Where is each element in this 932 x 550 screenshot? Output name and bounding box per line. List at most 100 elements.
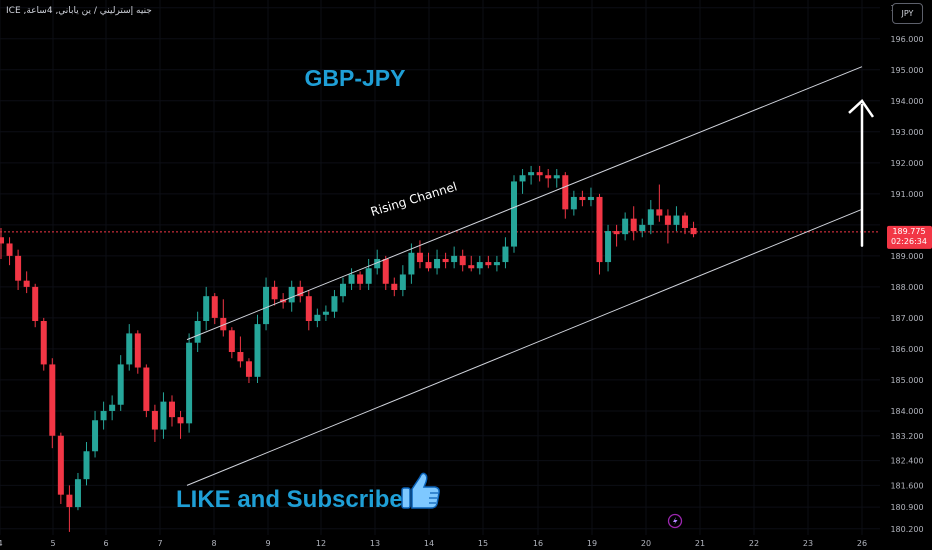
candle	[493, 255, 500, 272]
chart-title: GBP-JPY	[305, 65, 406, 91]
candle-body	[519, 175, 526, 182]
candle-body	[297, 286, 304, 297]
candle-body	[374, 258, 381, 269]
candle	[434, 249, 441, 275]
candle	[314, 308, 321, 328]
candle	[630, 206, 637, 241]
candle-body	[451, 255, 458, 263]
time-tick-label: 6	[103, 539, 108, 548]
candle	[562, 172, 569, 219]
candle	[237, 336, 244, 368]
candle-body	[109, 404, 116, 411]
candle-body	[220, 317, 227, 331]
candle-body	[511, 181, 517, 247]
candle	[228, 327, 235, 359]
candle	[425, 252, 432, 272]
candle-body	[493, 262, 500, 266]
candle	[177, 410, 184, 439]
price-tick-label: 180.900	[890, 503, 923, 512]
candle	[322, 305, 329, 321]
candle	[151, 404, 158, 442]
price-axis-bg	[880, 0, 932, 550]
candle	[459, 249, 466, 272]
time-axis[interactable]: 4 5 6 7 8 9 12 13 14 15 16 19 20 21 22 23 26	[0, 539, 867, 548]
candle	[570, 190, 577, 216]
candle-body	[485, 262, 492, 266]
candle-body	[562, 175, 569, 210]
candle	[32, 283, 39, 328]
candle	[553, 169, 560, 188]
price-tick-label: 193.000	[890, 128, 923, 137]
projection-arrowhead	[848, 99, 875, 118]
candle-body	[211, 296, 218, 318]
candle-body	[630, 218, 637, 232]
candle	[502, 237, 509, 269]
candle-body	[194, 321, 201, 343]
candle	[160, 392, 167, 439]
candles	[0, 165, 697, 532]
candle-body	[434, 258, 441, 269]
candle-body	[57, 435, 64, 495]
candle-body	[622, 218, 629, 235]
candle-body	[664, 215, 671, 225]
price-countdown: 02:26:34	[891, 237, 927, 246]
candle	[100, 401, 107, 430]
price-tick-label: 186.000	[890, 345, 923, 354]
price-axis[interactable]: 180.200 180.900 181.600 182.400 183.200 184.0…	[890, 4, 923, 534]
candle-body	[40, 321, 47, 365]
time-tick-label: 7	[157, 539, 162, 548]
channel-upper-line	[186, 66, 863, 341]
candle	[271, 280, 278, 306]
candle-body	[545, 175, 552, 179]
candle-body	[237, 352, 244, 362]
candle	[587, 187, 594, 207]
candle	[57, 432, 64, 504]
time-tick-label: 8	[211, 539, 216, 548]
candle-body	[15, 255, 22, 281]
candle-body	[340, 283, 346, 297]
time-tick-label: 16	[533, 539, 543, 548]
candle-body	[143, 367, 150, 411]
candle	[365, 258, 372, 290]
time-tick-label: 26	[857, 539, 867, 548]
candle	[109, 395, 116, 421]
candle-body	[468, 265, 475, 269]
time-tick-label: 4	[0, 539, 3, 548]
candle-body	[596, 196, 603, 263]
candle	[186, 333, 193, 433]
candle	[647, 200, 654, 235]
time-tick-label: 13	[370, 539, 380, 548]
time-tick-label: 19	[587, 539, 597, 548]
candle-body	[408, 252, 415, 275]
candle	[23, 271, 30, 294]
candle-body	[254, 324, 261, 377]
time-tick-label: 12	[316, 539, 326, 548]
candle-body	[331, 296, 338, 312]
candle-body	[459, 255, 466, 266]
candle	[134, 330, 141, 374]
candle	[15, 249, 22, 290]
candle	[305, 289, 312, 331]
candle-body	[49, 364, 56, 436]
candle	[357, 271, 364, 290]
candle	[331, 289, 338, 318]
candle	[0, 227, 4, 259]
price-tick-label: 183.200	[890, 432, 923, 441]
candle	[622, 212, 629, 241]
currency-button[interactable]: JPY	[892, 3, 923, 24]
cta-text: LIKE and Subscribe	[176, 486, 403, 513]
time-tick-label: 22	[749, 539, 759, 548]
candle	[690, 221, 697, 238]
candle	[596, 193, 603, 275]
candle	[399, 265, 406, 297]
price-tick-label: 188.000	[890, 283, 923, 292]
candle-body	[228, 330, 235, 353]
candle	[519, 169, 526, 194]
candle-body	[271, 286, 278, 300]
candle-body	[579, 196, 586, 201]
candle	[545, 169, 552, 188]
candle-body	[442, 258, 449, 263]
lightning-icon[interactable]	[667, 513, 683, 529]
thumbs-up-icon	[401, 472, 440, 509]
